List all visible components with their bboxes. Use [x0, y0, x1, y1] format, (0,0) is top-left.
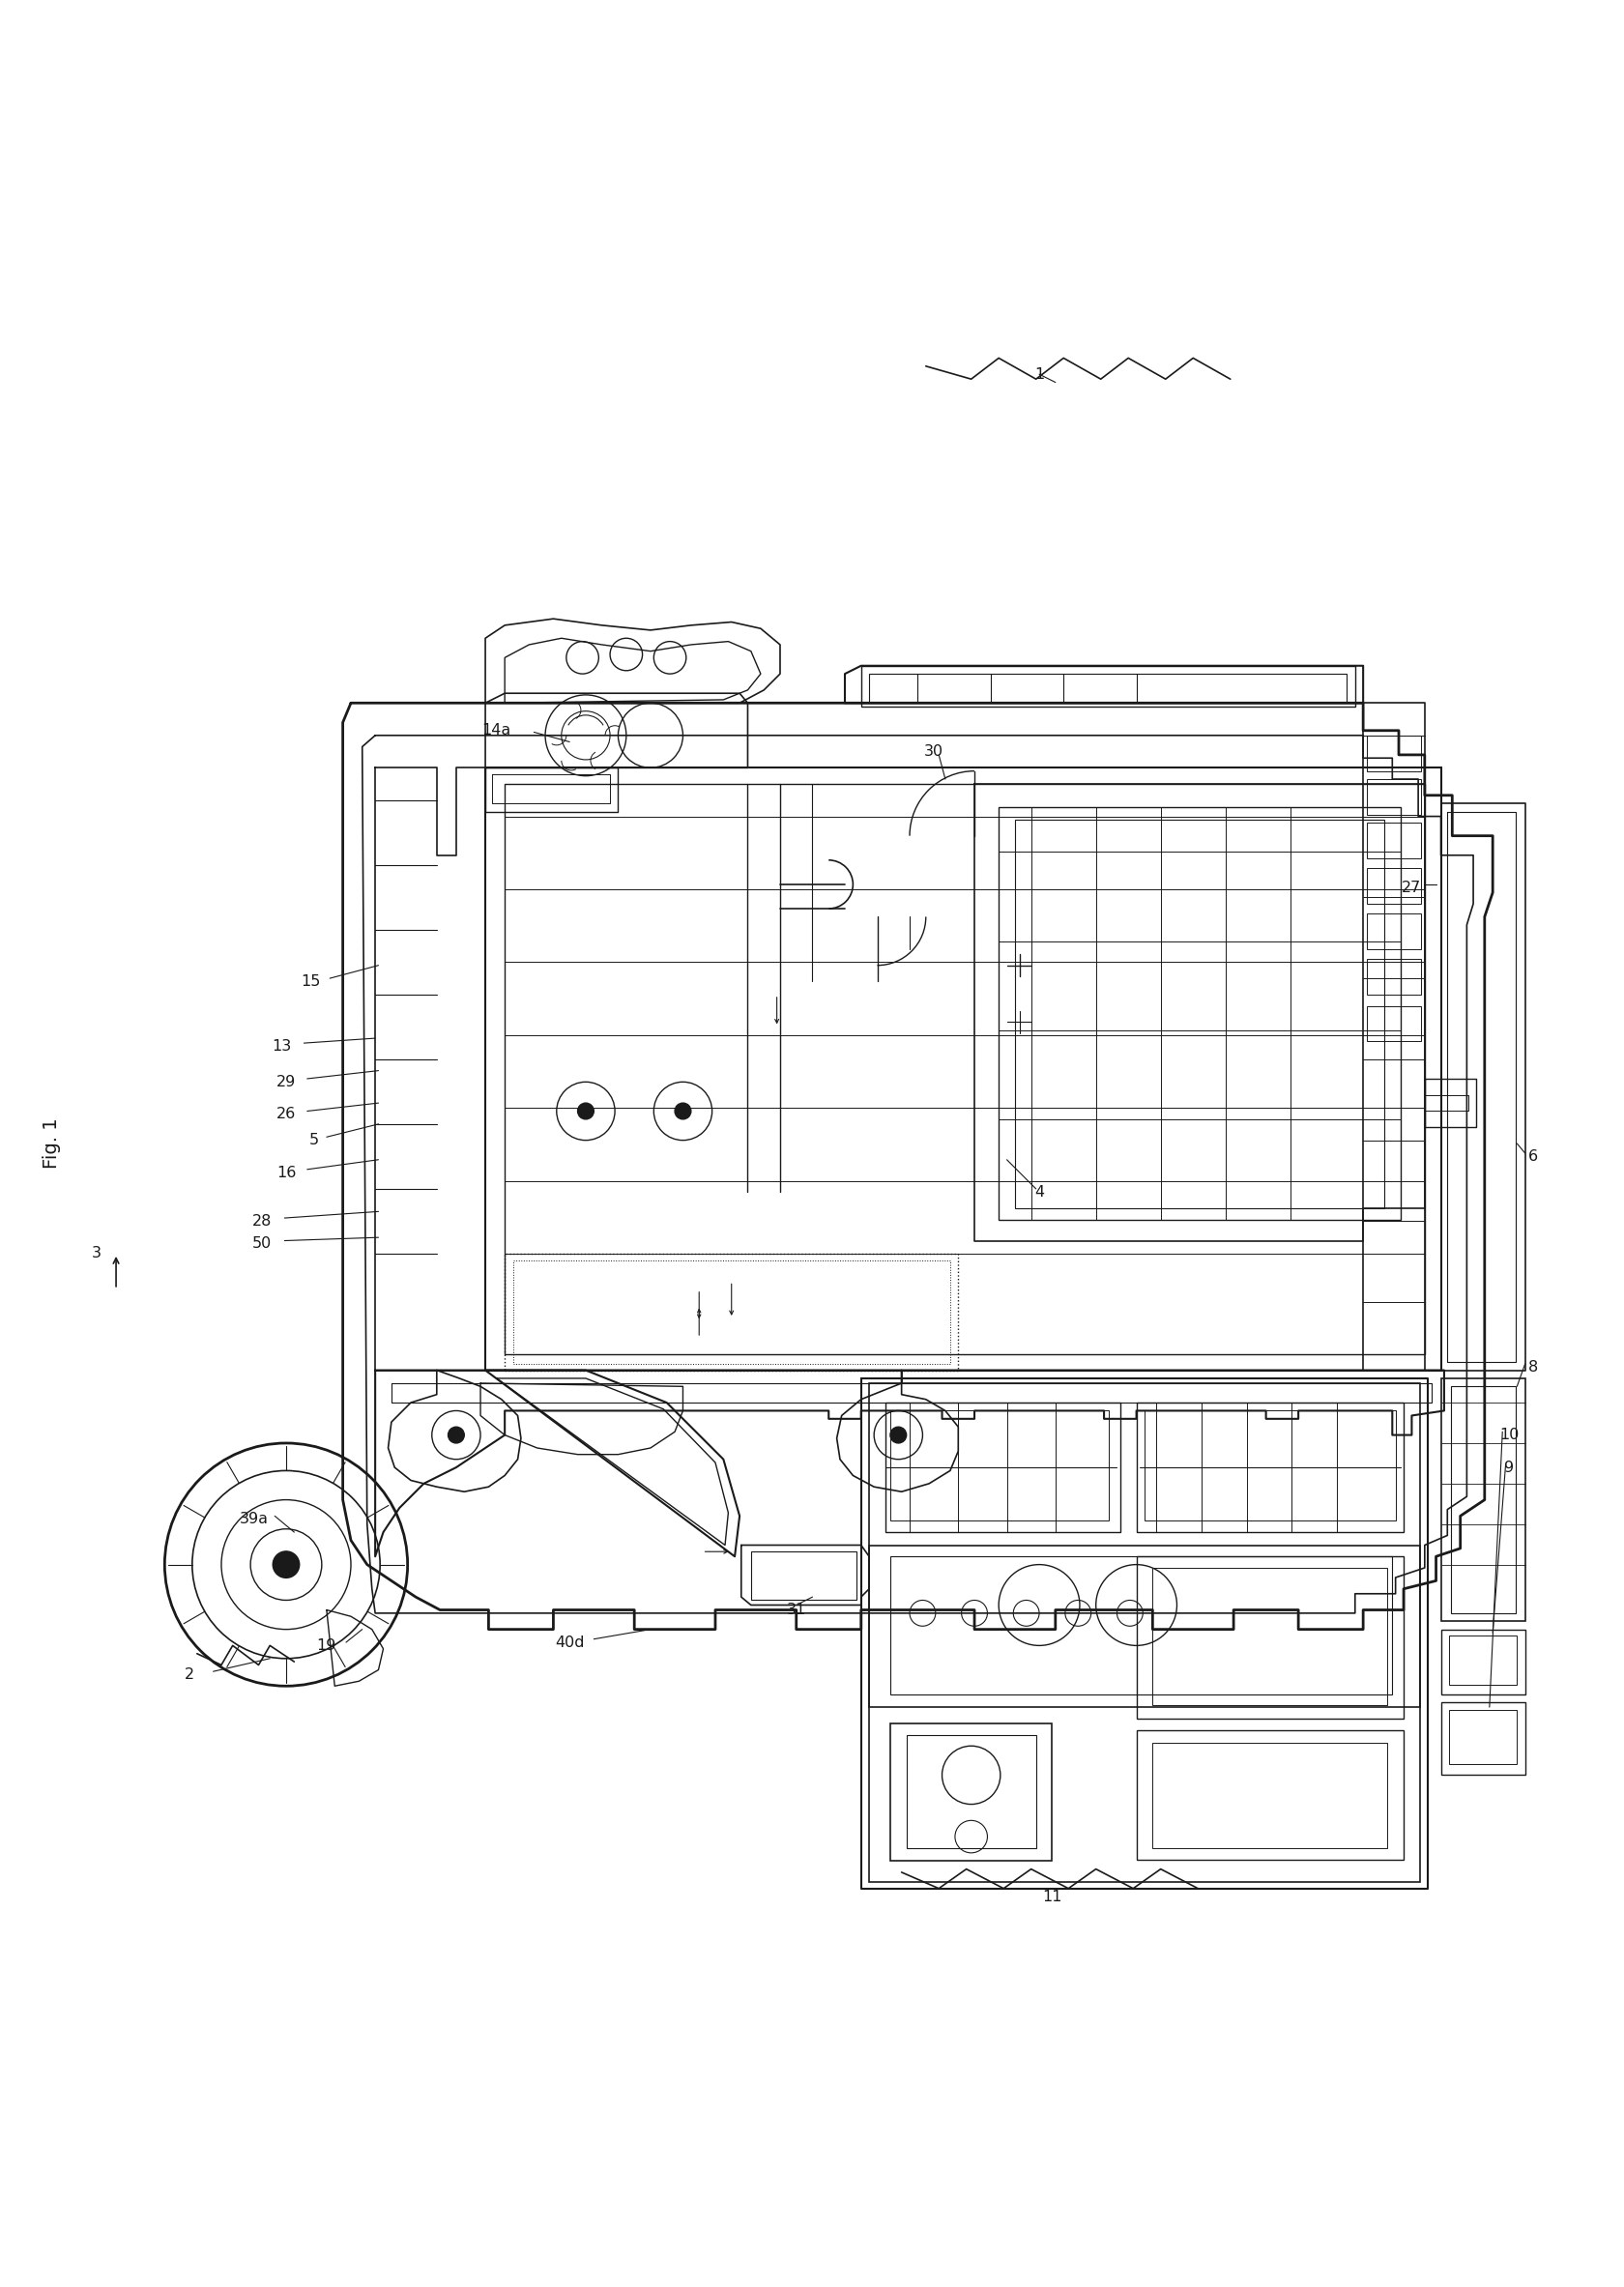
Bar — [1135, 1402, 1403, 1532]
Text: 1: 1 — [1033, 366, 1044, 382]
Circle shape — [674, 1102, 690, 1118]
Bar — [1450, 1386, 1515, 1612]
Text: 31: 31 — [786, 1603, 806, 1617]
Text: 30: 30 — [924, 743, 944, 759]
Bar — [890, 1557, 1392, 1695]
Bar — [1151, 1569, 1387, 1706]
Bar — [1151, 1743, 1387, 1848]
Text: 29: 29 — [276, 1075, 296, 1089]
Text: 3: 3 — [91, 1246, 101, 1260]
Text: 5: 5 — [309, 1132, 318, 1148]
Bar — [999, 807, 1400, 1219]
Text: 14a: 14a — [482, 723, 512, 739]
Bar — [513, 1260, 950, 1363]
Bar — [869, 675, 1346, 702]
Text: 19: 19 — [317, 1637, 336, 1654]
Bar — [890, 1724, 1052, 1862]
Text: 26: 26 — [276, 1107, 296, 1121]
Circle shape — [273, 1551, 299, 1578]
Bar — [1366, 913, 1421, 949]
Bar — [1135, 1729, 1403, 1859]
Circle shape — [577, 1102, 593, 1118]
Bar — [1449, 1635, 1517, 1686]
Bar — [1440, 1628, 1525, 1695]
Text: 10: 10 — [1499, 1427, 1518, 1443]
Bar — [1143, 1411, 1395, 1521]
Text: 6: 6 — [1528, 1148, 1538, 1164]
Text: 8: 8 — [1527, 1361, 1538, 1374]
Text: 50: 50 — [252, 1237, 271, 1251]
Circle shape — [448, 1427, 464, 1443]
Bar — [750, 1551, 856, 1601]
Bar — [861, 666, 1354, 707]
Bar — [869, 1384, 1419, 1882]
Text: 27: 27 — [1402, 880, 1421, 894]
Text: 2: 2 — [184, 1667, 193, 1681]
Text: 16: 16 — [276, 1166, 296, 1180]
Bar — [1366, 736, 1421, 771]
Bar — [1015, 819, 1384, 1208]
Bar — [1366, 823, 1421, 858]
Text: 28: 28 — [252, 1214, 271, 1228]
Bar — [1366, 780, 1421, 814]
Text: 15: 15 — [300, 974, 320, 988]
Bar — [1366, 869, 1421, 903]
Text: 4: 4 — [1034, 1185, 1044, 1198]
Bar — [1135, 1557, 1403, 1718]
Bar — [1440, 1702, 1525, 1775]
Text: 40d: 40d — [554, 1635, 585, 1649]
Text: Fig. 1: Fig. 1 — [42, 1118, 60, 1169]
Bar — [869, 1546, 1419, 1706]
Bar — [1366, 1006, 1421, 1041]
Bar — [885, 1402, 1119, 1532]
Bar — [906, 1734, 1036, 1848]
Bar — [505, 784, 1424, 1354]
Bar — [486, 768, 1440, 1370]
Circle shape — [890, 1427, 906, 1443]
Text: 39a: 39a — [239, 1512, 268, 1525]
Text: 13: 13 — [271, 1038, 291, 1054]
Text: 9: 9 — [1504, 1459, 1514, 1475]
Bar — [1449, 1711, 1517, 1763]
Bar — [1440, 1379, 1525, 1621]
Bar — [505, 1253, 958, 1370]
Bar — [890, 1411, 1108, 1521]
Text: 11: 11 — [1041, 1889, 1062, 1903]
Bar — [1366, 958, 1421, 995]
